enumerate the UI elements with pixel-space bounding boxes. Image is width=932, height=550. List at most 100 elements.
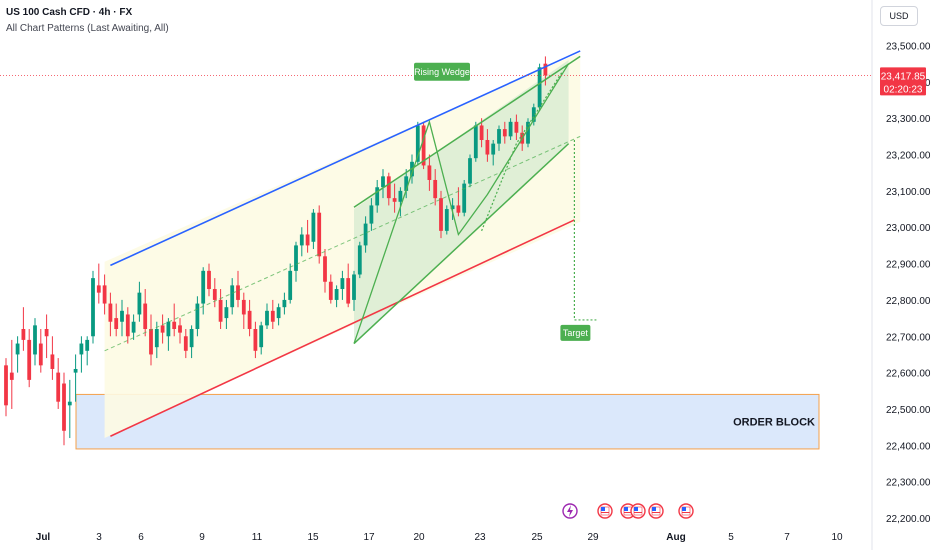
candle[interactable]	[427, 165, 432, 180]
candle[interactable]	[241, 299, 246, 315]
candle[interactable]	[247, 310, 252, 329]
candle[interactable]	[172, 321, 177, 329]
target-label-box[interactable]	[560, 324, 591, 341]
candle[interactable]	[450, 205, 455, 210]
candle[interactable]	[369, 205, 374, 224]
candle[interactable]	[56, 372, 61, 402]
candle[interactable]	[473, 125, 478, 159]
candle[interactable]	[224, 307, 229, 319]
candle[interactable]	[207, 270, 211, 290]
candle[interactable]	[375, 187, 380, 206]
order-block-zone[interactable]	[75, 393, 820, 450]
candle[interactable]	[294, 245, 298, 271]
lightning-event-icon[interactable]	[562, 503, 578, 519]
candle[interactable]	[201, 270, 206, 304]
candle[interactable]	[102, 285, 107, 304]
candle[interactable]	[218, 299, 223, 322]
candle[interactable]	[439, 198, 443, 231]
candle[interactable]	[183, 336, 188, 351]
candle[interactable]	[230, 285, 235, 308]
candle[interactable]	[21, 329, 26, 340]
candle[interactable]	[288, 270, 293, 300]
wedge-lower-line[interactable]	[353, 143, 570, 345]
candle[interactable]	[514, 121, 519, 133]
candle[interactable]	[212, 289, 217, 300]
us-flag-icon[interactable]	[648, 503, 664, 519]
candle[interactable]	[120, 310, 124, 322]
candle[interactable]	[236, 285, 240, 300]
candle[interactable]	[444, 209, 449, 231]
lower-channel-line[interactable]	[110, 219, 575, 437]
candle[interactable]	[4, 365, 8, 406]
candle[interactable]	[276, 307, 281, 319]
candle[interactable]	[363, 223, 368, 246]
candle[interactable]	[195, 303, 200, 329]
candle[interactable]	[149, 329, 153, 355]
candle[interactable]	[491, 143, 496, 155]
candle[interactable]	[114, 318, 119, 329]
us-flag-icon[interactable]	[630, 503, 646, 519]
candle[interactable]	[381, 176, 385, 188]
candle[interactable]	[282, 299, 287, 308]
candle[interactable]	[265, 310, 269, 326]
candle[interactable]	[485, 140, 490, 155]
candle[interactable]	[305, 234, 310, 246]
candle[interactable]	[44, 329, 49, 337]
candle[interactable]	[398, 190, 403, 202]
candle[interactable]	[253, 329, 258, 351]
candle[interactable]	[50, 354, 55, 369]
candle[interactable]	[137, 292, 142, 315]
candle[interactable]	[299, 234, 304, 246]
candle[interactable]	[386, 176, 391, 199]
candle[interactable]	[33, 325, 37, 355]
wedge-zigzag[interactable]	[353, 63, 570, 344]
candle[interactable]	[479, 125, 484, 140]
candle[interactable]	[154, 329, 159, 348]
candle[interactable]	[468, 158, 472, 184]
candle[interactable]	[433, 179, 438, 199]
currency-button[interactable]: USD	[880, 6, 918, 26]
candle[interactable]	[392, 198, 397, 202]
candle[interactable]	[508, 121, 513, 137]
candle[interactable]	[352, 274, 356, 300]
candle[interactable]	[85, 339, 90, 351]
candle[interactable]	[323, 256, 327, 282]
candle[interactable]	[73, 368, 78, 373]
candle[interactable]	[9, 372, 14, 380]
candle[interactable]	[189, 329, 194, 348]
candle[interactable]	[404, 176, 409, 191]
candle[interactable]	[79, 343, 84, 355]
candle[interactable]	[421, 125, 426, 166]
rising-wedge-label-box[interactable]	[414, 62, 470, 81]
candle[interactable]	[497, 129, 501, 144]
candle[interactable]	[270, 310, 275, 322]
candle[interactable]	[526, 121, 530, 144]
candle[interactable]	[317, 212, 322, 257]
candle[interactable]	[334, 289, 339, 300]
candle[interactable]	[27, 339, 32, 380]
candle[interactable]	[15, 343, 20, 355]
indicator-legend[interactable]: All Chart Patterns (Last Awaiting, All)	[6, 23, 169, 34]
us-flag-icon[interactable]	[678, 503, 694, 519]
candle[interactable]	[178, 325, 182, 333]
candle[interactable]	[340, 278, 345, 290]
us-flag-icon[interactable]	[597, 503, 613, 519]
candle[interactable]	[531, 107, 536, 122]
candle[interactable]	[143, 303, 148, 329]
candle[interactable]	[160, 325, 165, 333]
upper-channel-line[interactable]	[110, 50, 581, 267]
candle[interactable]	[38, 343, 43, 366]
candle[interactable]	[415, 125, 420, 162]
candle[interactable]	[125, 314, 130, 337]
candle[interactable]	[96, 285, 101, 293]
candle[interactable]	[166, 321, 171, 337]
candle[interactable]	[537, 67, 542, 108]
candle[interactable]	[328, 281, 333, 300]
wedge-upper-line[interactable]	[353, 55, 581, 208]
price-tag[interactable]	[880, 67, 926, 96]
candle[interactable]	[502, 129, 507, 137]
candle[interactable]	[346, 278, 351, 304]
candle[interactable]	[456, 205, 461, 213]
candle[interactable]	[357, 245, 362, 275]
